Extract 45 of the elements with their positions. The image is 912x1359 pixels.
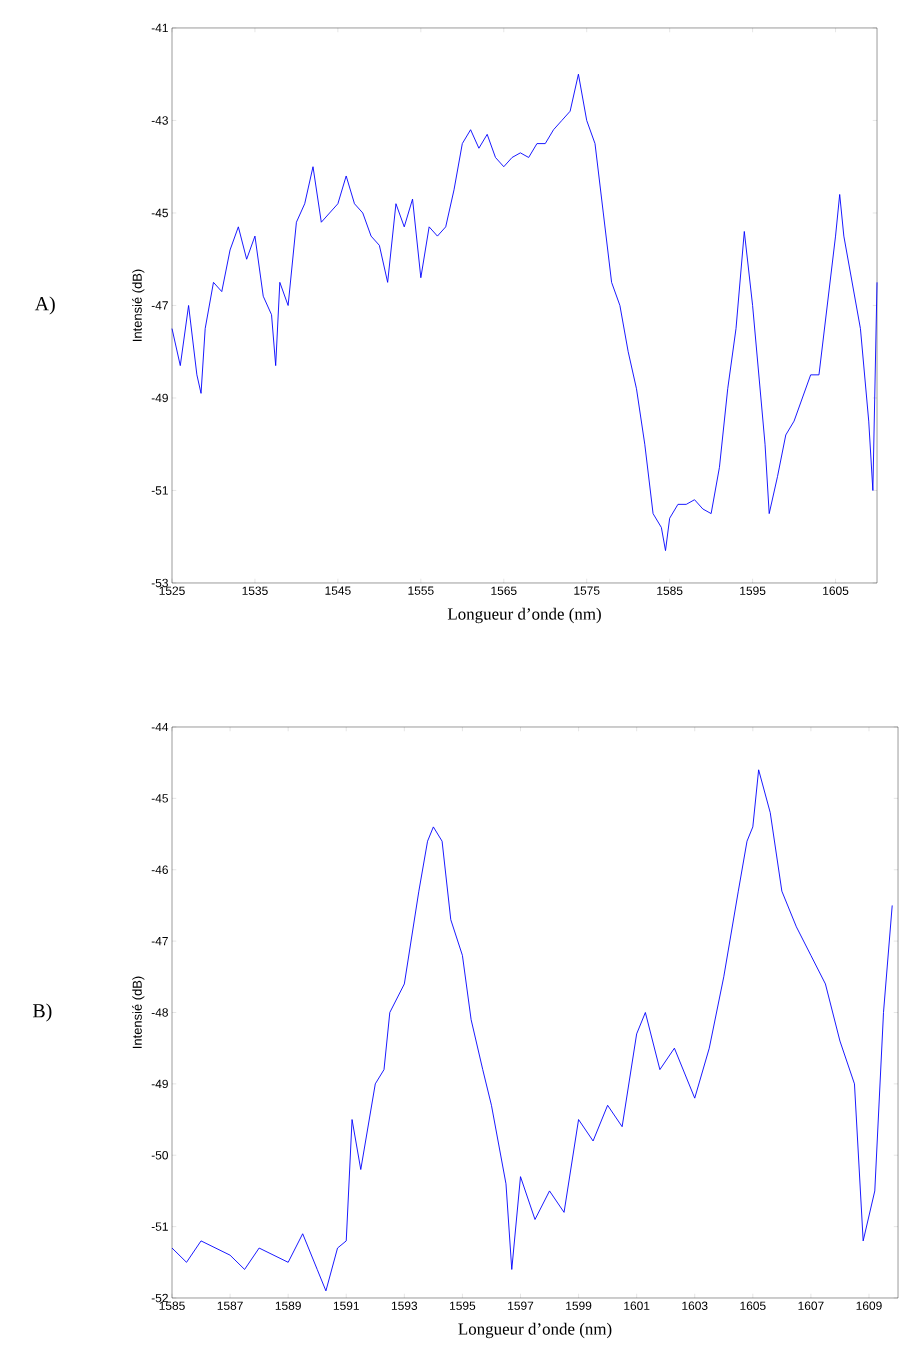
x-tick-label: 1597 [508, 1301, 534, 1310]
y-tick-label: -45 [151, 208, 168, 218]
y-tick-label: -51 [151, 486, 168, 495]
text: A) [34, 296, 55, 315]
x-tick-label: 1593 [391, 1301, 418, 1310]
y-tick-label: -45 [151, 794, 168, 803]
x-tick-label: 1589 [275, 1301, 301, 1310]
x-tick-label: 1599 [566, 1301, 592, 1310]
y-tick-label: -49 [151, 1079, 168, 1089]
line-series [171, 769, 893, 1292]
y-tick-label: -52 [151, 1293, 168, 1303]
x-tick-label: 1601 [624, 1301, 650, 1310]
y-tick-label: -50 [151, 1151, 169, 1160]
text: B) [32, 1003, 52, 1022]
y-tick-label: -51 [151, 1222, 168, 1231]
x-tick-label: 1603 [682, 1301, 708, 1310]
x-axis-title: Longueur d’onde (nm) [447, 607, 601, 624]
y-tick-label: -47 [151, 301, 168, 310]
x-tick-label: 1595 [740, 586, 766, 595]
x-tick-label: 1609 [856, 1301, 882, 1310]
y-axis-title: Intensié (dB) [132, 269, 145, 341]
x-tick-label: 1555 [408, 586, 434, 595]
y-tick-label: -41 [151, 23, 168, 33]
x-tick-label: 1607 [798, 1301, 824, 1310]
x-tick-label: 1595 [450, 1301, 476, 1310]
y-tick-label: -48 [151, 1008, 168, 1017]
x-tick-label: 1591 [333, 1301, 359, 1310]
x-tick-label: 1525 [159, 586, 185, 595]
x-tick-label: 1545 [325, 586, 351, 595]
x-tick-label: 1605 [740, 1301, 766, 1310]
x-tick-label: 1575 [574, 586, 600, 595]
x-tick-label: 1565 [491, 586, 517, 595]
y-tick-label: -43 [151, 116, 168, 125]
y-tick-label: -49 [151, 393, 168, 403]
y-tick-label: -53 [151, 578, 168, 588]
x-tick-label: 1587 [217, 1301, 243, 1310]
x-tick-label: 1585 [657, 586, 683, 595]
x-axis-title: Longueur d’onde (nm) [458, 1322, 612, 1339]
y-tick-label: -44 [151, 722, 169, 732]
y-axis-title: Intensié (dB) [132, 976, 145, 1049]
y-tick-label: -46 [151, 865, 168, 874]
x-tick-label: 1605 [823, 586, 849, 595]
y-tick-label: -47 [151, 937, 168, 946]
x-tick-label: 1585 [159, 1301, 185, 1310]
x-tick-label: 1535 [242, 586, 268, 595]
